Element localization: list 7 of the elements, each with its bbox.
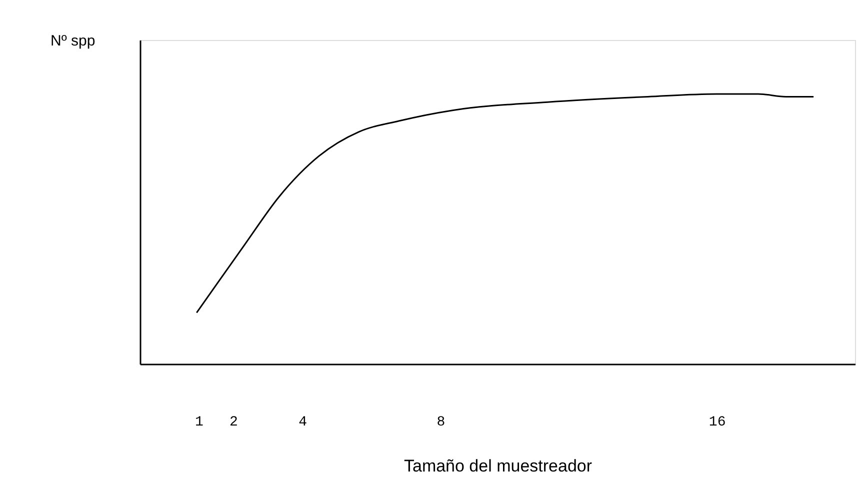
x-tick-label: 8 bbox=[436, 414, 446, 430]
x-axis-title: Tamaño del muestreador bbox=[404, 456, 592, 476]
x-tick-label: 4 bbox=[298, 414, 308, 430]
x-tick-label: 2 bbox=[230, 414, 238, 430]
x-tick-label: 16 bbox=[708, 414, 726, 430]
y-axis-title: Nº spp bbox=[50, 32, 96, 50]
x-tick-label: 1 bbox=[195, 414, 204, 430]
